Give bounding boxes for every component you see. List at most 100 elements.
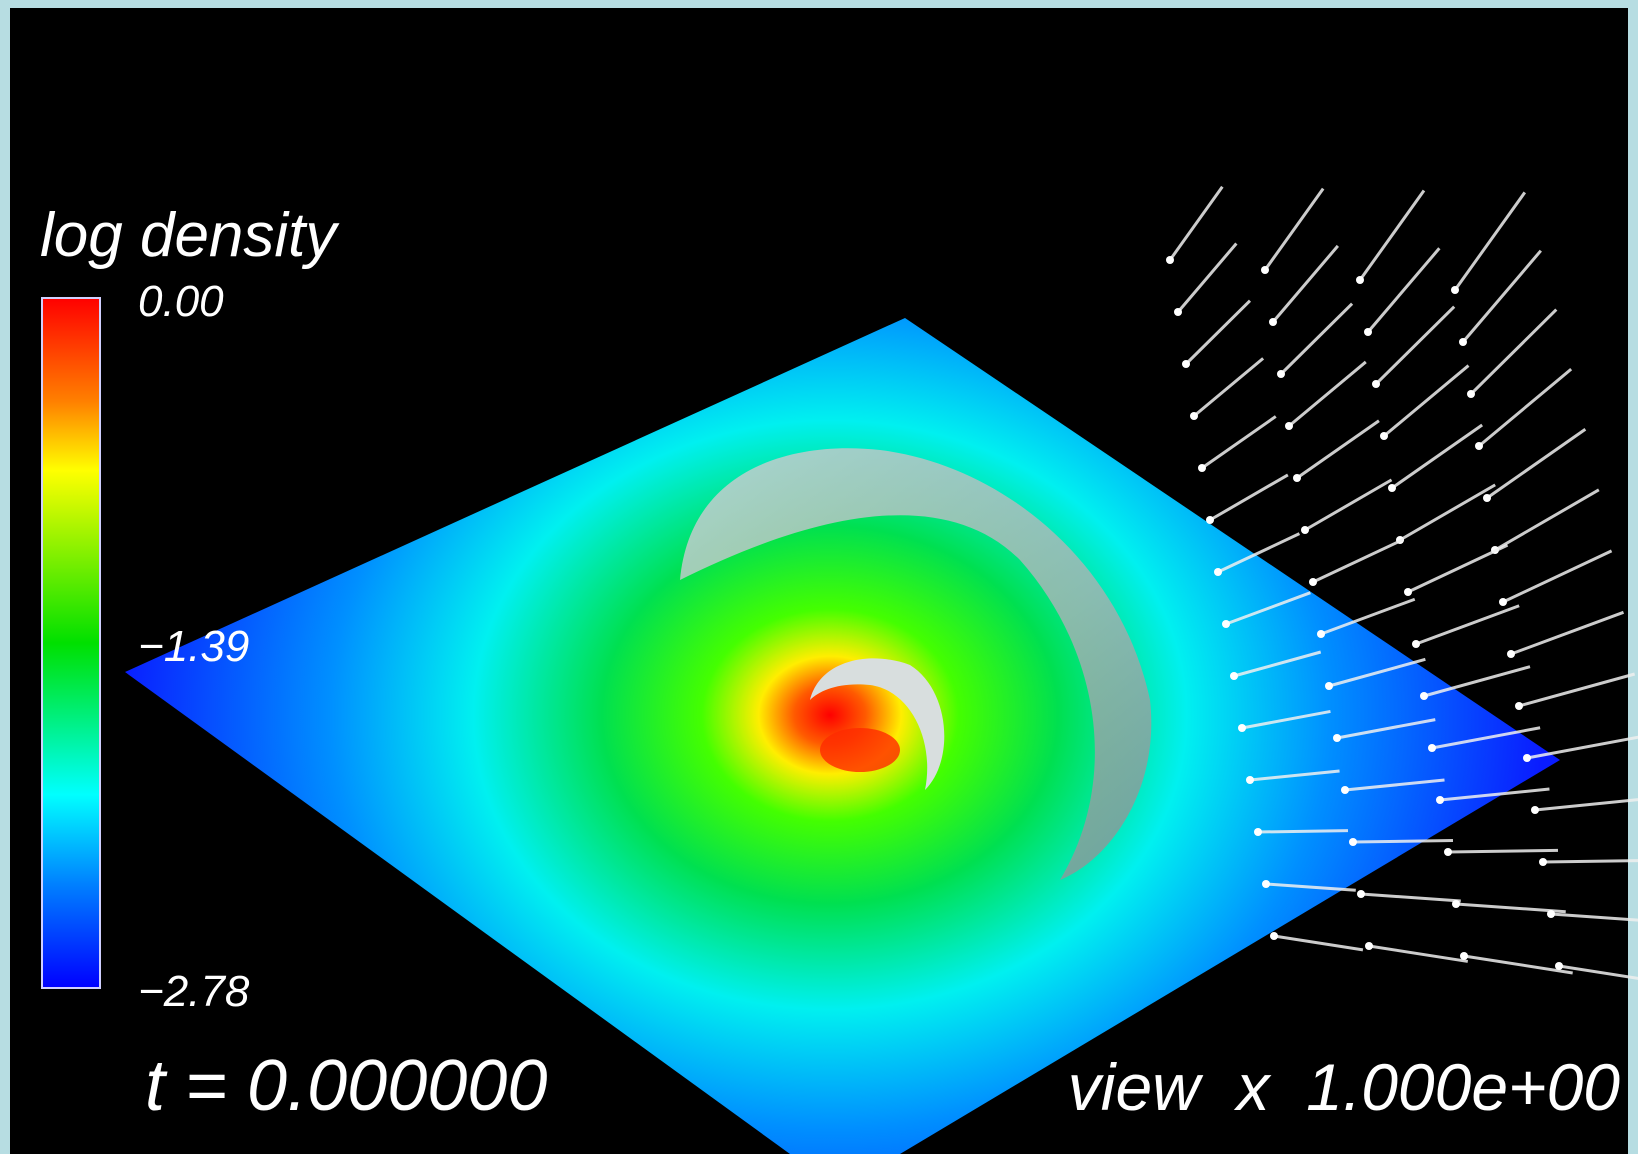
arrow-head: [1420, 692, 1428, 700]
arrow-head: [1262, 880, 1270, 888]
arrow-shaft: [1265, 882, 1356, 892]
arrow-shaft: [1320, 597, 1416, 636]
arrow-shaft: [1494, 488, 1600, 552]
arrow-head: [1404, 588, 1412, 596]
arrow-shaft: [1257, 829, 1349, 834]
arrow-shaft: [1550, 912, 1638, 922]
arrow-head: [1539, 858, 1547, 866]
arrow-head: [1198, 464, 1206, 472]
arrow-shaft: [1368, 944, 1469, 963]
arrow-head: [1372, 380, 1380, 388]
colorbar-tick-label: −2.78: [138, 967, 250, 1016]
arrow-shaft: [1423, 665, 1531, 698]
arrow-shaft: [1391, 423, 1484, 490]
arrow-shaft: [1312, 538, 1405, 584]
arrow-head: [1364, 328, 1372, 336]
arrow-shaft: [1273, 934, 1364, 952]
arrow-shaft: [1288, 360, 1367, 428]
arrow-shaft: [1304, 478, 1393, 532]
arrow-head: [1483, 494, 1491, 502]
arrow-shaft: [1447, 848, 1559, 854]
arrow-head: [1380, 432, 1388, 440]
arrow-shaft: [1328, 657, 1426, 688]
arrow-head: [1230, 672, 1238, 680]
arrow-shaft: [1366, 247, 1441, 333]
arrow-head: [1436, 796, 1444, 804]
arrow-head: [1356, 276, 1364, 284]
arrow-shaft: [1233, 650, 1322, 678]
arrow-shaft: [1510, 610, 1625, 656]
arrow-head: [1365, 942, 1373, 950]
arrow-head: [1507, 650, 1515, 658]
arrow-head: [1222, 620, 1230, 628]
arrow-head: [1428, 744, 1436, 752]
arrow-head: [1261, 266, 1269, 274]
arrow-shaft: [1352, 839, 1454, 844]
arrow-shaft: [1534, 798, 1638, 812]
inner-shell: [810, 658, 945, 790]
arrow-shaft: [1358, 189, 1426, 281]
arrow-head: [1269, 318, 1277, 326]
arrow-head: [1293, 474, 1301, 482]
arrow-head: [1388, 484, 1396, 492]
arrow-head: [1277, 370, 1285, 378]
arrow-head: [1174, 308, 1182, 316]
arrow-shaft: [1383, 364, 1470, 438]
arrow-head: [1555, 962, 1563, 970]
arrow-shaft: [1439, 787, 1550, 802]
arrow-shaft: [1217, 532, 1301, 574]
colorbar-title: log density: [40, 201, 340, 270]
arrow-shaft: [1296, 419, 1380, 480]
arrow-head: [1451, 286, 1459, 294]
arrow-head: [1301, 526, 1309, 534]
arrow-head: [1238, 724, 1246, 732]
arrow-head: [1412, 640, 1420, 648]
arrow-shaft: [1453, 191, 1527, 291]
arrow-shaft: [1478, 368, 1573, 448]
arrow-shaft: [1415, 604, 1520, 646]
arrow-head: [1285, 422, 1293, 430]
arrow-shaft: [1184, 299, 1252, 366]
colorbar: [41, 297, 101, 989]
colorbar-tick-label: 0.00: [138, 277, 224, 326]
arrow-head: [1459, 338, 1467, 346]
arrow-shaft: [1249, 769, 1340, 782]
arrow-head: [1190, 412, 1198, 420]
arrow-shaft: [1225, 591, 1311, 626]
arrow-shaft: [1168, 185, 1224, 261]
arrow-head: [1182, 360, 1190, 368]
arrow-shaft: [1542, 859, 1638, 864]
colorbar-tick-label: −1.39: [138, 622, 249, 671]
arrow-shaft: [1399, 483, 1496, 542]
arrow-shaft: [1486, 428, 1587, 500]
arrow-head: [1341, 786, 1349, 794]
arrow-shaft: [1407, 543, 1509, 594]
arrow-shaft: [1201, 415, 1277, 470]
arrow-head: [1254, 828, 1262, 836]
arrow-shaft: [1263, 187, 1325, 271]
arrow-head: [1452, 900, 1460, 908]
arrow-head: [1309, 578, 1317, 586]
arrow-shaft: [1360, 892, 1461, 903]
arrow-head: [1460, 952, 1468, 960]
colorbar-ticks: 0.00 −1.39 −2.78: [138, 277, 250, 1016]
arrow-head: [1214, 568, 1222, 576]
arrow-head: [1166, 256, 1174, 264]
arrow-shaft: [1176, 242, 1238, 313]
arrow-shaft: [1193, 357, 1265, 418]
arrow-shaft: [1461, 249, 1542, 343]
arrow-head: [1499, 598, 1507, 606]
velocity-arrows: [1166, 185, 1638, 980]
arrow-shaft: [1431, 726, 1541, 750]
arrow-head: [1547, 910, 1555, 918]
arrow-shaft: [1279, 302, 1354, 376]
arrow-head: [1325, 682, 1333, 690]
arrow-shaft: [1558, 964, 1638, 980]
arrow-head: [1523, 754, 1531, 762]
arrow-head: [1357, 890, 1365, 898]
arrow-shaft: [1344, 778, 1445, 792]
arrow-shaft: [1241, 709, 1331, 730]
arrow-shaft: [1336, 718, 1436, 740]
